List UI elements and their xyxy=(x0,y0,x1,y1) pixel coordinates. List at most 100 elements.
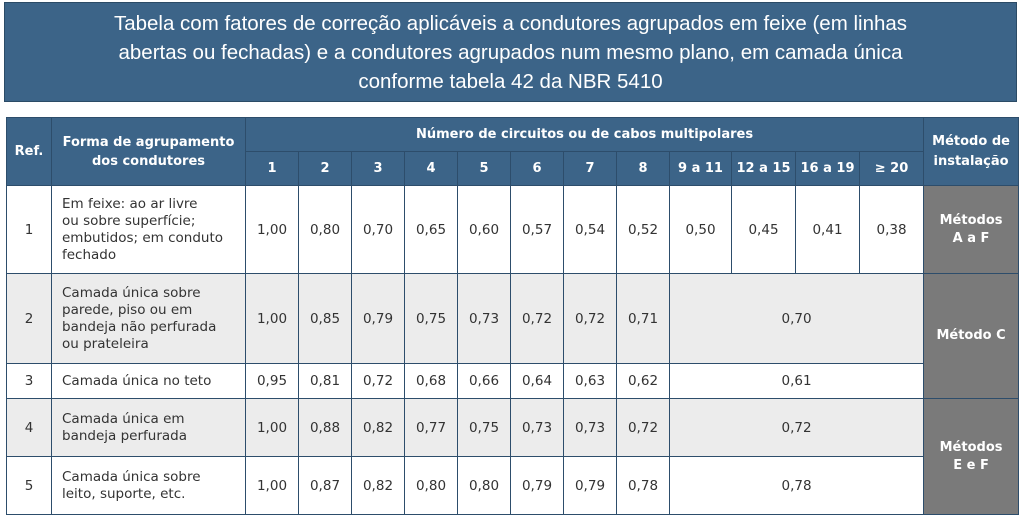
title-banner: Tabela com fatores de correção aplicávei… xyxy=(4,2,1017,102)
method-line: A a F xyxy=(952,230,990,246)
row-ref: 2 xyxy=(6,273,52,364)
header-forma-line-2: dos condutores xyxy=(91,153,206,169)
factor-cell: 0,54 xyxy=(563,185,617,274)
desc-line: Camada única sobre xyxy=(62,468,201,485)
method-line: E e F xyxy=(953,457,989,473)
factor-cell: 0,80 xyxy=(404,456,458,515)
factor-cell: 0,87 xyxy=(298,456,352,515)
factor-cell: 0,57 xyxy=(510,185,564,274)
method-a-to-f: Métodos A a F xyxy=(923,185,1020,274)
factor-cell: 0,75 xyxy=(457,398,511,457)
row-ref: 5 xyxy=(6,456,52,515)
factor-cell: 0,77 xyxy=(404,398,458,457)
factor-cell: 0,85 xyxy=(298,273,352,364)
header-numero: Número de circuitos ou de cabos multipol… xyxy=(244,117,925,152)
table-row: 1 Em feixe: ao ar livre ou sobre superfí… xyxy=(6,185,1020,274)
method-e-and-f: Métodos E e F xyxy=(923,398,1020,515)
header-col: 9 a 11 xyxy=(669,151,732,186)
factor-cell: 0,63 xyxy=(563,363,617,399)
title-line-2: abertas ou fechadas) e a condutores agru… xyxy=(118,41,903,64)
table-row: 2 Camada única sobre parede, piso ou em … xyxy=(6,273,1020,399)
factor-cell: 0,79 xyxy=(563,456,617,515)
factor-cell: 0,72 xyxy=(510,273,564,364)
header-col: 4 xyxy=(404,151,458,186)
factor-cell-merged: 0,72 xyxy=(668,398,925,457)
method-c: Método C xyxy=(923,273,1020,399)
factor-cell: 0,62 xyxy=(616,363,670,399)
header-metodo: Método de instalação xyxy=(923,117,1020,186)
table-row: 3 Camada única no teto 0,95 0,81 0,72 0,… xyxy=(6,363,1019,399)
row-description: Em feixe: ao ar livre ou sobre superfíci… xyxy=(51,185,246,274)
correction-factor-table: Ref. Forma de agrupamento dos condutores… xyxy=(6,117,1020,515)
header-col: 16 a 19 xyxy=(795,151,860,186)
factor-cell: 0,80 xyxy=(457,456,511,515)
header-ref: Ref. xyxy=(6,117,52,186)
header-col: 2 xyxy=(298,151,352,186)
header-col: 3 xyxy=(351,151,405,186)
desc-line: bandeja não perfurada xyxy=(62,318,217,335)
desc-line: Camada única sobre xyxy=(62,284,201,301)
row-ref: 4 xyxy=(6,398,52,457)
factor-cell: 0,38 xyxy=(858,185,925,274)
factor-cell: 0,82 xyxy=(351,456,405,515)
title-line-1: Tabela com fatores de correção aplicávei… xyxy=(113,12,908,35)
factor-cell-merged: 0,70 xyxy=(668,273,925,364)
title-line-3: conforme tabela 42 da NBR 5410 xyxy=(358,70,663,93)
header-col: 8 xyxy=(616,151,670,186)
factor-cell: 1,00 xyxy=(245,185,299,274)
factor-cell: 0,81 xyxy=(298,363,352,399)
factor-cell: 0,70 xyxy=(351,185,405,274)
factor-cell: 0,88 xyxy=(298,398,352,457)
factor-cell: 0,72 xyxy=(563,273,617,364)
factor-cell: 0,95 xyxy=(245,363,299,399)
row-description: Camada única sobre leito, suporte, etc. xyxy=(51,456,246,515)
header-metodo-line-1: Método de xyxy=(932,133,1010,149)
desc-line: bandeja perfurada xyxy=(62,427,187,444)
factor-cell: 1,00 xyxy=(245,273,299,364)
method-line: Métodos xyxy=(939,212,1003,228)
header-forma: Forma de agrupamento dos condutores xyxy=(51,117,246,186)
factor-cell: 0,79 xyxy=(510,456,564,515)
method-line: Métodos xyxy=(939,439,1003,455)
factor-cell: 0,73 xyxy=(510,398,564,457)
desc-line: parede, piso ou em xyxy=(62,301,193,318)
header-metodo-line-2: instalação xyxy=(933,153,1009,169)
table-row: 5 Camada única sobre leito, suporte, etc… xyxy=(6,456,1019,515)
desc-line: fechado xyxy=(62,246,117,263)
factor-cell-merged: 0,61 xyxy=(668,363,925,399)
factor-cell: 0,52 xyxy=(616,185,670,274)
desc-line: ou prateleira xyxy=(62,335,149,352)
desc-line: Camada única em xyxy=(62,410,185,427)
header-col: ≥ 20 xyxy=(858,151,925,186)
factor-cell: 0,71 xyxy=(616,273,670,364)
factor-cell: 0,72 xyxy=(616,398,670,457)
factor-cell: 0,79 xyxy=(351,273,405,364)
header-col: 1 xyxy=(245,151,299,186)
header-col: 6 xyxy=(510,151,564,186)
desc-line: ou sobre superfície; xyxy=(62,212,196,229)
row-ref: 3 xyxy=(6,363,52,399)
factor-cell: 0,75 xyxy=(404,273,458,364)
factor-cell: 0,78 xyxy=(616,456,670,515)
factor-cell: 0,50 xyxy=(669,185,732,274)
desc-line: Camada única no teto xyxy=(62,372,212,389)
factor-cell-merged: 0,78 xyxy=(668,456,925,515)
factor-cell: 0,80 xyxy=(298,185,352,274)
factor-cell: 0,65 xyxy=(404,185,458,274)
factor-cell: 1,00 xyxy=(245,456,299,515)
row-description: Camada única em bandeja perfurada xyxy=(51,398,246,457)
row-description: Camada única no teto xyxy=(51,363,246,399)
factor-cell: 0,64 xyxy=(510,363,564,399)
row-ref: 1 xyxy=(6,185,52,274)
header-col: 12 a 15 xyxy=(731,151,796,186)
desc-line: embutidos; em conduto xyxy=(62,229,223,246)
row-description: Camada única sobre parede, piso ou em ba… xyxy=(51,273,246,364)
header-col: 5 xyxy=(457,151,511,186)
desc-line: Em feixe: ao ar livre xyxy=(62,195,198,212)
factor-cell: 0,73 xyxy=(457,273,511,364)
desc-line: leito, suporte, etc. xyxy=(62,485,186,502)
factor-cell: 0,45 xyxy=(731,185,796,274)
factor-cell: 0,68 xyxy=(404,363,458,399)
table-row: 4 Camada única em bandeja perfurada 1,00… xyxy=(6,398,1020,515)
factor-cell: 1,00 xyxy=(245,398,299,457)
